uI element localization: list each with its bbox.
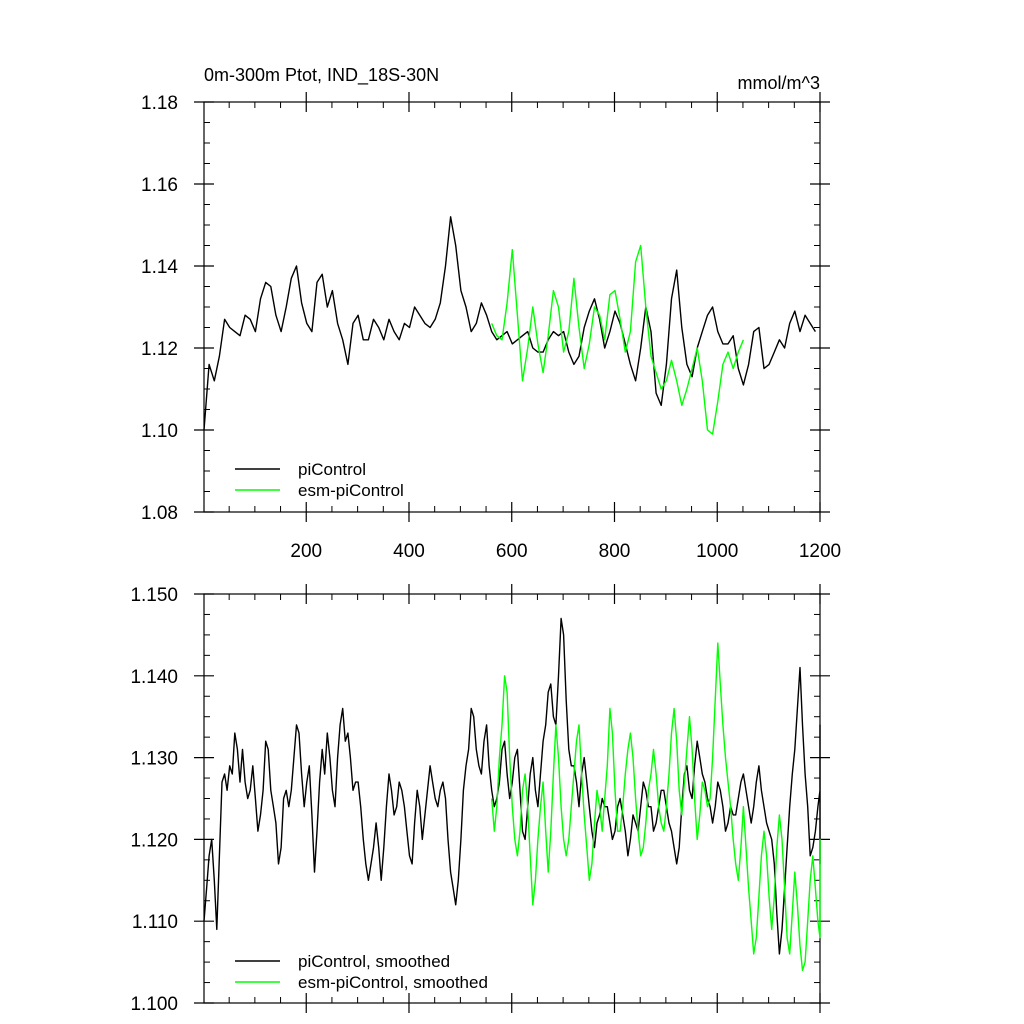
x-tick-label: 400 xyxy=(393,541,425,562)
y-tick-label: 1.08 xyxy=(141,503,178,524)
bottom-axes: 1.100 1.110 1.120 1.130 1.140 1.150 xyxy=(130,584,830,1015)
x-tick-label: 600 xyxy=(496,541,528,562)
legend-label-picontrol-smoothed: piControl, smoothed xyxy=(298,952,450,971)
y-tick-label: 1.10 xyxy=(141,421,178,442)
series-line-esm-picontrol-smoothed xyxy=(491,642,821,971)
chart-title: 0m-300m Ptot, IND_18S-30N xyxy=(204,65,439,86)
y-tick-label: 1.110 xyxy=(132,912,178,933)
x-tick-label: 800 xyxy=(599,541,631,562)
units-label: mmol/m^3 xyxy=(738,73,820,93)
series-line-esm-picontrol xyxy=(491,244,745,435)
top-axes: 200 400 600 800 1000 1200 1.08 1.10 1.12 1.14 1.16… xyxy=(141,92,841,562)
y-tick-label: 1.12 xyxy=(141,339,178,360)
legend-label-picontrol: piControl xyxy=(298,460,366,479)
bottom-series-layer xyxy=(203,617,821,971)
y-tick-label: 1.120 xyxy=(130,830,178,851)
y-tick-label: 1.100 xyxy=(130,994,178,1015)
y-tick-label: 1.16 xyxy=(141,175,178,196)
legend-label-esm-picontrol-smoothed: esm-piControl, smoothed xyxy=(298,973,488,992)
series-line-picontrol-smoothed xyxy=(203,617,821,955)
plot-frame xyxy=(203,101,821,513)
y-tick-label: 1.14 xyxy=(141,257,178,278)
top-series-layer xyxy=(203,216,816,435)
y-tick-label: 1.150 xyxy=(130,585,178,606)
x-tick-label: 1000 xyxy=(696,541,738,562)
legend-label-esm-picontrol: esm-piControl xyxy=(298,481,404,500)
bottom-chart: 1.100 1.110 1.120 1.130 1.140 1.150 piControl… xyxy=(130,584,830,1015)
x-tick-label: 1200 xyxy=(799,541,841,562)
top-legend: piControl esm-piControl xyxy=(235,460,404,500)
y-tick-label: 1.18 xyxy=(141,93,178,114)
series-line-picontrol xyxy=(203,216,816,431)
bottom-legend: piControl, smoothed esm-piControl, smoot… xyxy=(235,952,488,992)
top-chart: 0m-300m Ptot, IND_18S-30N mmol/m^3 200 40… xyxy=(141,65,841,562)
x-tick-label: 200 xyxy=(290,541,322,562)
y-tick-label: 1.140 xyxy=(130,667,178,688)
y-tick-label: 1.130 xyxy=(130,749,178,770)
